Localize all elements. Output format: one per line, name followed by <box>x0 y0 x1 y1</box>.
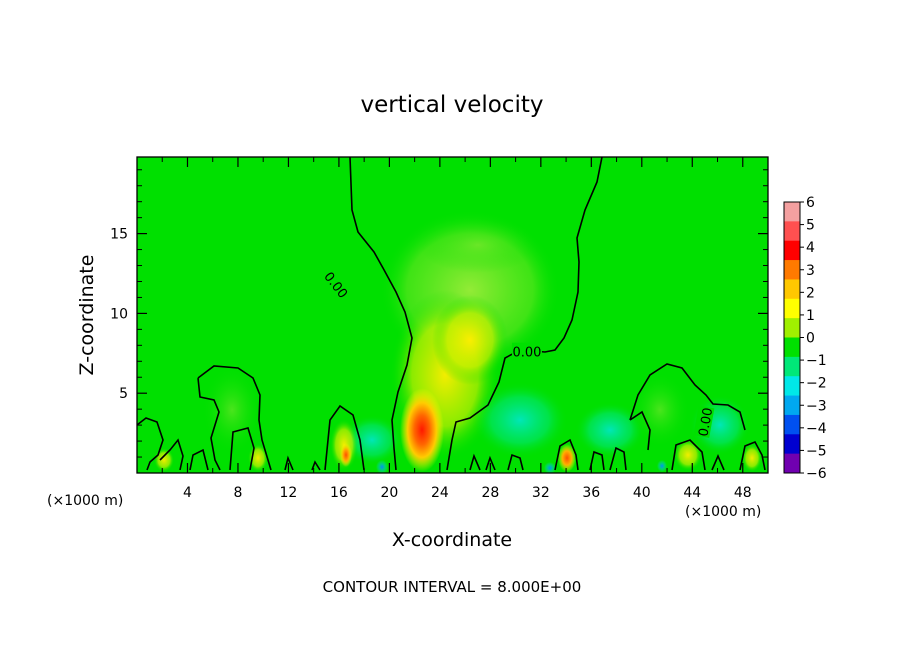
colorbar-swatch <box>784 414 800 435</box>
colorbar-label: −4 <box>806 421 827 437</box>
zero-contour-main-left <box>349 157 413 471</box>
contour-label-group: 0.00 <box>511 342 542 361</box>
x-tick-label: 36 <box>582 485 600 501</box>
contour-interval-note: CONTOUR INTERVAL = 8.000E+00 <box>323 578 582 596</box>
colorbar-swatch <box>784 240 800 261</box>
downdraft-spot-42km <box>657 460 667 472</box>
contour-label: 0.00 <box>696 407 716 438</box>
y-tick-label: 5 <box>119 386 128 402</box>
x-tick-label: 4 <box>183 485 192 501</box>
y-tick-label: 10 <box>110 306 128 322</box>
zero-contour-small-cells-c <box>554 438 627 471</box>
colorbar-swatch <box>784 221 800 242</box>
x-tick-label: 40 <box>633 485 651 501</box>
zero-contour-west-cell <box>197 365 272 471</box>
colorbar-label: 2 <box>806 285 815 301</box>
colorbar: 6 5 4 3 2 1 0 −1 −2 −3 −4 −5 −6 <box>783 195 827 482</box>
contour-label: 0.00 <box>512 346 541 361</box>
faint-updraft-west <box>202 365 262 455</box>
colorbar-swatch <box>784 202 800 222</box>
colorbar-label: 6 <box>806 195 815 211</box>
x-tick-label: 44 <box>683 485 701 501</box>
downdraft-spot-33km <box>544 462 556 473</box>
x-tick-label: 28 <box>481 485 499 501</box>
contour-label-bg <box>693 405 715 438</box>
downdraft-region-right <box>472 382 568 458</box>
colorbar-swatch <box>784 395 800 416</box>
downdraft-region-far <box>575 402 645 458</box>
colorbar-swatch <box>784 318 800 338</box>
x-tick-label: 48 <box>734 485 752 501</box>
colorbar-swatch <box>784 376 800 396</box>
colorbar-label: −3 <box>806 398 827 414</box>
y-axis-label: Z-coordinate <box>76 255 98 376</box>
contour-label-group: 0.00 <box>693 405 716 438</box>
zero-contour-cell-16km <box>324 404 365 471</box>
zero-contour-small-cells-a <box>189 427 255 471</box>
x-tick-label: 16 <box>330 485 348 501</box>
contour-label-bg <box>511 342 542 359</box>
x-unit-left: (×1000 m) <box>47 493 123 509</box>
y-tick-label: 15 <box>110 227 128 243</box>
updraft-cell-16km-core <box>340 443 352 467</box>
x-unit-right: (×1000 m) <box>685 504 761 520</box>
y-axis: 5 10 15 <box>110 169 768 458</box>
colorbar-swatch <box>784 356 800 377</box>
zero-contours <box>137 157 766 471</box>
colorbar-label: −2 <box>806 376 827 392</box>
x-tick-label: 24 <box>431 485 449 501</box>
colorbar-swatch <box>784 337 800 358</box>
downdraft-spot-19km <box>376 460 388 473</box>
updraft-column-upper <box>432 295 508 385</box>
colorbar-swatch <box>784 260 800 280</box>
x-tick-label: 32 <box>532 485 550 501</box>
updraft-core <box>400 388 444 472</box>
chart-title: vertical velocity <box>361 92 544 118</box>
zero-contour-cell-west-edge <box>137 417 184 471</box>
x-tick-label: 20 <box>380 485 398 501</box>
colorbar-label: −5 <box>806 443 827 459</box>
colorbar-label: −1 <box>806 353 827 369</box>
colorbar-label: −6 <box>806 466 827 482</box>
colorbar-label: 3 <box>806 263 815 279</box>
x-tick-label: 12 <box>280 485 298 501</box>
x-tick-label: 8 <box>233 485 242 501</box>
colorbar-label: 0 <box>806 331 815 347</box>
zero-contour-small-cells-b <box>284 453 524 471</box>
colorbar-label: 5 <box>806 218 815 234</box>
updraft-cell-3km <box>154 448 174 472</box>
colorbar-label: 4 <box>806 240 815 256</box>
x-axis-label: X-coordinate <box>392 529 512 551</box>
upper-updraft-top <box>418 217 538 273</box>
contour-label-bg <box>321 267 353 301</box>
colorbar-label: 1 <box>806 308 815 324</box>
zero-contour-small-cells-d <box>671 439 766 471</box>
zero-contour-main-right <box>446 157 603 471</box>
colorbar-swatch <box>784 298 800 319</box>
plot-frame <box>136 156 769 474</box>
faint-updraft-east <box>630 372 690 448</box>
colorbar-swatch <box>784 434 800 455</box>
colorbar-swatch <box>784 453 800 474</box>
x-axis: 4 8 12 16 20 24 28 32 36 40 44 48 <box>161 157 752 501</box>
zero-contour-east-cell <box>629 363 746 451</box>
colorbar-swatch <box>784 279 800 300</box>
updraft-cell-34km <box>558 444 576 472</box>
updraft-cell-44km <box>674 439 702 471</box>
updraft-cell-47km <box>742 444 762 472</box>
